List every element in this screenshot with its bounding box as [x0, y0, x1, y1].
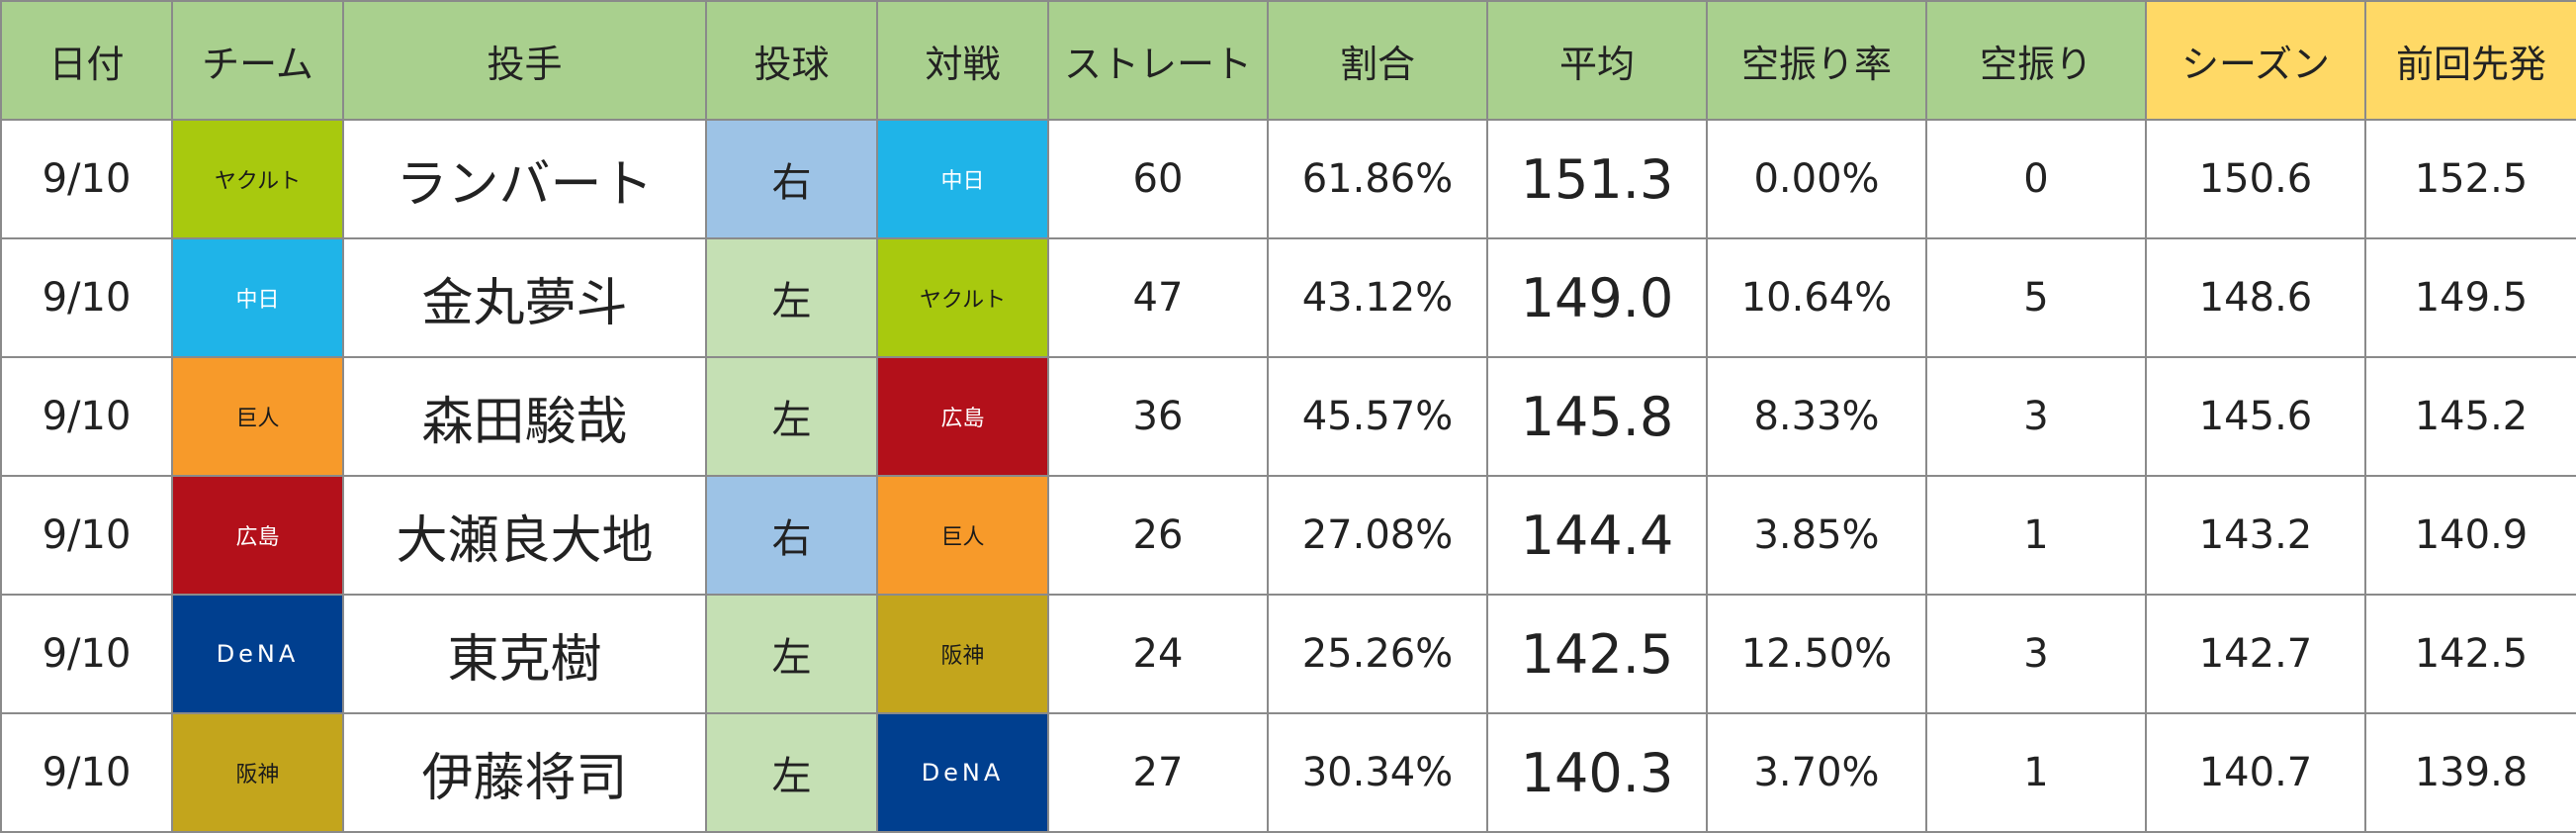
last-start-velocity: 145.2	[2364, 356, 2576, 477]
straight-ratio: 30.34%	[1267, 712, 1488, 833]
team-badge: 阪神	[171, 712, 344, 833]
whiff-count: 1	[1925, 712, 2147, 833]
whiff-count: 3	[1925, 356, 2147, 477]
last-start-velocity: 142.5	[2364, 594, 2576, 714]
whiff-count: 3	[1925, 594, 2147, 714]
pitcher-name: 伊藤将司	[342, 712, 707, 833]
opponent-badge: 阪神	[876, 594, 1049, 714]
straight-count: 27	[1047, 712, 1269, 833]
whiff-rate: 0.00%	[1706, 119, 1927, 239]
whiff-rate: 3.70%	[1706, 712, 1927, 833]
opponent-badge: 巨人	[876, 475, 1049, 596]
header-last-start: 前回先発	[2364, 0, 2576, 121]
date-cell: 9/10	[0, 475, 173, 596]
hand-cell: 左	[705, 594, 878, 714]
pitcher-name: 東克樹	[342, 594, 707, 714]
straight-ratio: 43.12%	[1267, 237, 1488, 358]
header-average: 平均	[1486, 0, 1708, 121]
average-velocity: 149.0	[1486, 237, 1708, 358]
table-row: 9/10 広島 大瀬良大地 右 巨人 26 27.08% 144.4 3.85%…	[0, 475, 2576, 596]
average-velocity: 145.8	[1486, 356, 1708, 477]
header-straight: ストレート	[1047, 0, 1269, 121]
season-velocity: 150.6	[2145, 119, 2366, 239]
opponent-badge: 中日	[876, 119, 1049, 239]
season-velocity: 145.6	[2145, 356, 2366, 477]
average-velocity: 142.5	[1486, 594, 1708, 714]
straight-ratio: 27.08%	[1267, 475, 1488, 596]
straight-count: 47	[1047, 237, 1269, 358]
whiff-count: 1	[1925, 475, 2147, 596]
hand-cell: 左	[705, 237, 878, 358]
straight-ratio: 61.86%	[1267, 119, 1488, 239]
straight-ratio: 45.57%	[1267, 356, 1488, 477]
straight-count: 26	[1047, 475, 1269, 596]
opponent-badge: 広島	[876, 356, 1049, 477]
team-badge: 広島	[171, 475, 344, 596]
table-row: 9/10 阪神 伊藤将司 左 DeNA 27 30.34% 140.3 3.70…	[0, 712, 2576, 833]
season-velocity: 148.6	[2145, 237, 2366, 358]
season-velocity: 142.7	[2145, 594, 2366, 714]
header-opponent: 対戦	[876, 0, 1049, 121]
table-row: 9/10 巨人 森田駿哉 左 広島 36 45.57% 145.8 8.33% …	[0, 356, 2576, 477]
average-velocity: 144.4	[1486, 475, 1708, 596]
hand-cell: 左	[705, 712, 878, 833]
last-start-velocity: 149.5	[2364, 237, 2576, 358]
header-whiffs: 空振り	[1925, 0, 2147, 121]
team-badge: DeNA	[171, 594, 344, 714]
pitcher-name: ランバート	[342, 119, 707, 239]
pitcher-name: 大瀬良大地	[342, 475, 707, 596]
table-row: 9/10 ヤクルト ランバート 右 中日 60 61.86% 151.3 0.0…	[0, 119, 2576, 239]
date-cell: 9/10	[0, 119, 173, 239]
whiff-rate: 3.85%	[1706, 475, 1927, 596]
hand-cell: 右	[705, 119, 878, 239]
whiff-rate: 8.33%	[1706, 356, 1927, 477]
straight-count: 36	[1047, 356, 1269, 477]
date-cell: 9/10	[0, 356, 173, 477]
season-velocity: 143.2	[2145, 475, 2366, 596]
whiff-count: 5	[1925, 237, 2147, 358]
header-season: シーズン	[2145, 0, 2366, 121]
whiff-count: 0	[1925, 119, 2147, 239]
opponent-badge: ヤクルト	[876, 237, 1049, 358]
header-team: チーム	[171, 0, 344, 121]
whiff-rate: 10.64%	[1706, 237, 1927, 358]
header-row: 日付 チーム 投手 投球 対戦 ストレート 割合 平均 空振り率 空振り シーズ…	[0, 0, 2576, 121]
table-row: 9/10 DeNA 東克樹 左 阪神 24 25.26% 142.5 12.50…	[0, 594, 2576, 714]
header-pitcher: 投手	[342, 0, 707, 121]
header-whiff-rate: 空振り率	[1706, 0, 1927, 121]
hand-cell: 右	[705, 475, 878, 596]
hand-cell: 左	[705, 356, 878, 477]
date-cell: 9/10	[0, 594, 173, 714]
last-start-velocity: 152.5	[2364, 119, 2576, 239]
header-hand: 投球	[705, 0, 878, 121]
team-badge: ヤクルト	[171, 119, 344, 239]
pitcher-name: 金丸夢斗	[342, 237, 707, 358]
date-cell: 9/10	[0, 712, 173, 833]
date-cell: 9/10	[0, 237, 173, 358]
average-velocity: 151.3	[1486, 119, 1708, 239]
team-badge: 巨人	[171, 356, 344, 477]
straight-count: 60	[1047, 119, 1269, 239]
header-ratio: 割合	[1267, 0, 1488, 121]
table-row: 9/10 中日 金丸夢斗 左 ヤクルト 47 43.12% 149.0 10.6…	[0, 237, 2576, 358]
straight-count: 24	[1047, 594, 1269, 714]
header-date: 日付	[0, 0, 173, 121]
last-start-velocity: 140.9	[2364, 475, 2576, 596]
pitcher-name: 森田駿哉	[342, 356, 707, 477]
opponent-badge: DeNA	[876, 712, 1049, 833]
season-velocity: 140.7	[2145, 712, 2366, 833]
team-badge: 中日	[171, 237, 344, 358]
average-velocity: 140.3	[1486, 712, 1708, 833]
straight-ratio: 25.26%	[1267, 594, 1488, 714]
last-start-velocity: 139.8	[2364, 712, 2576, 833]
whiff-rate: 12.50%	[1706, 594, 1927, 714]
